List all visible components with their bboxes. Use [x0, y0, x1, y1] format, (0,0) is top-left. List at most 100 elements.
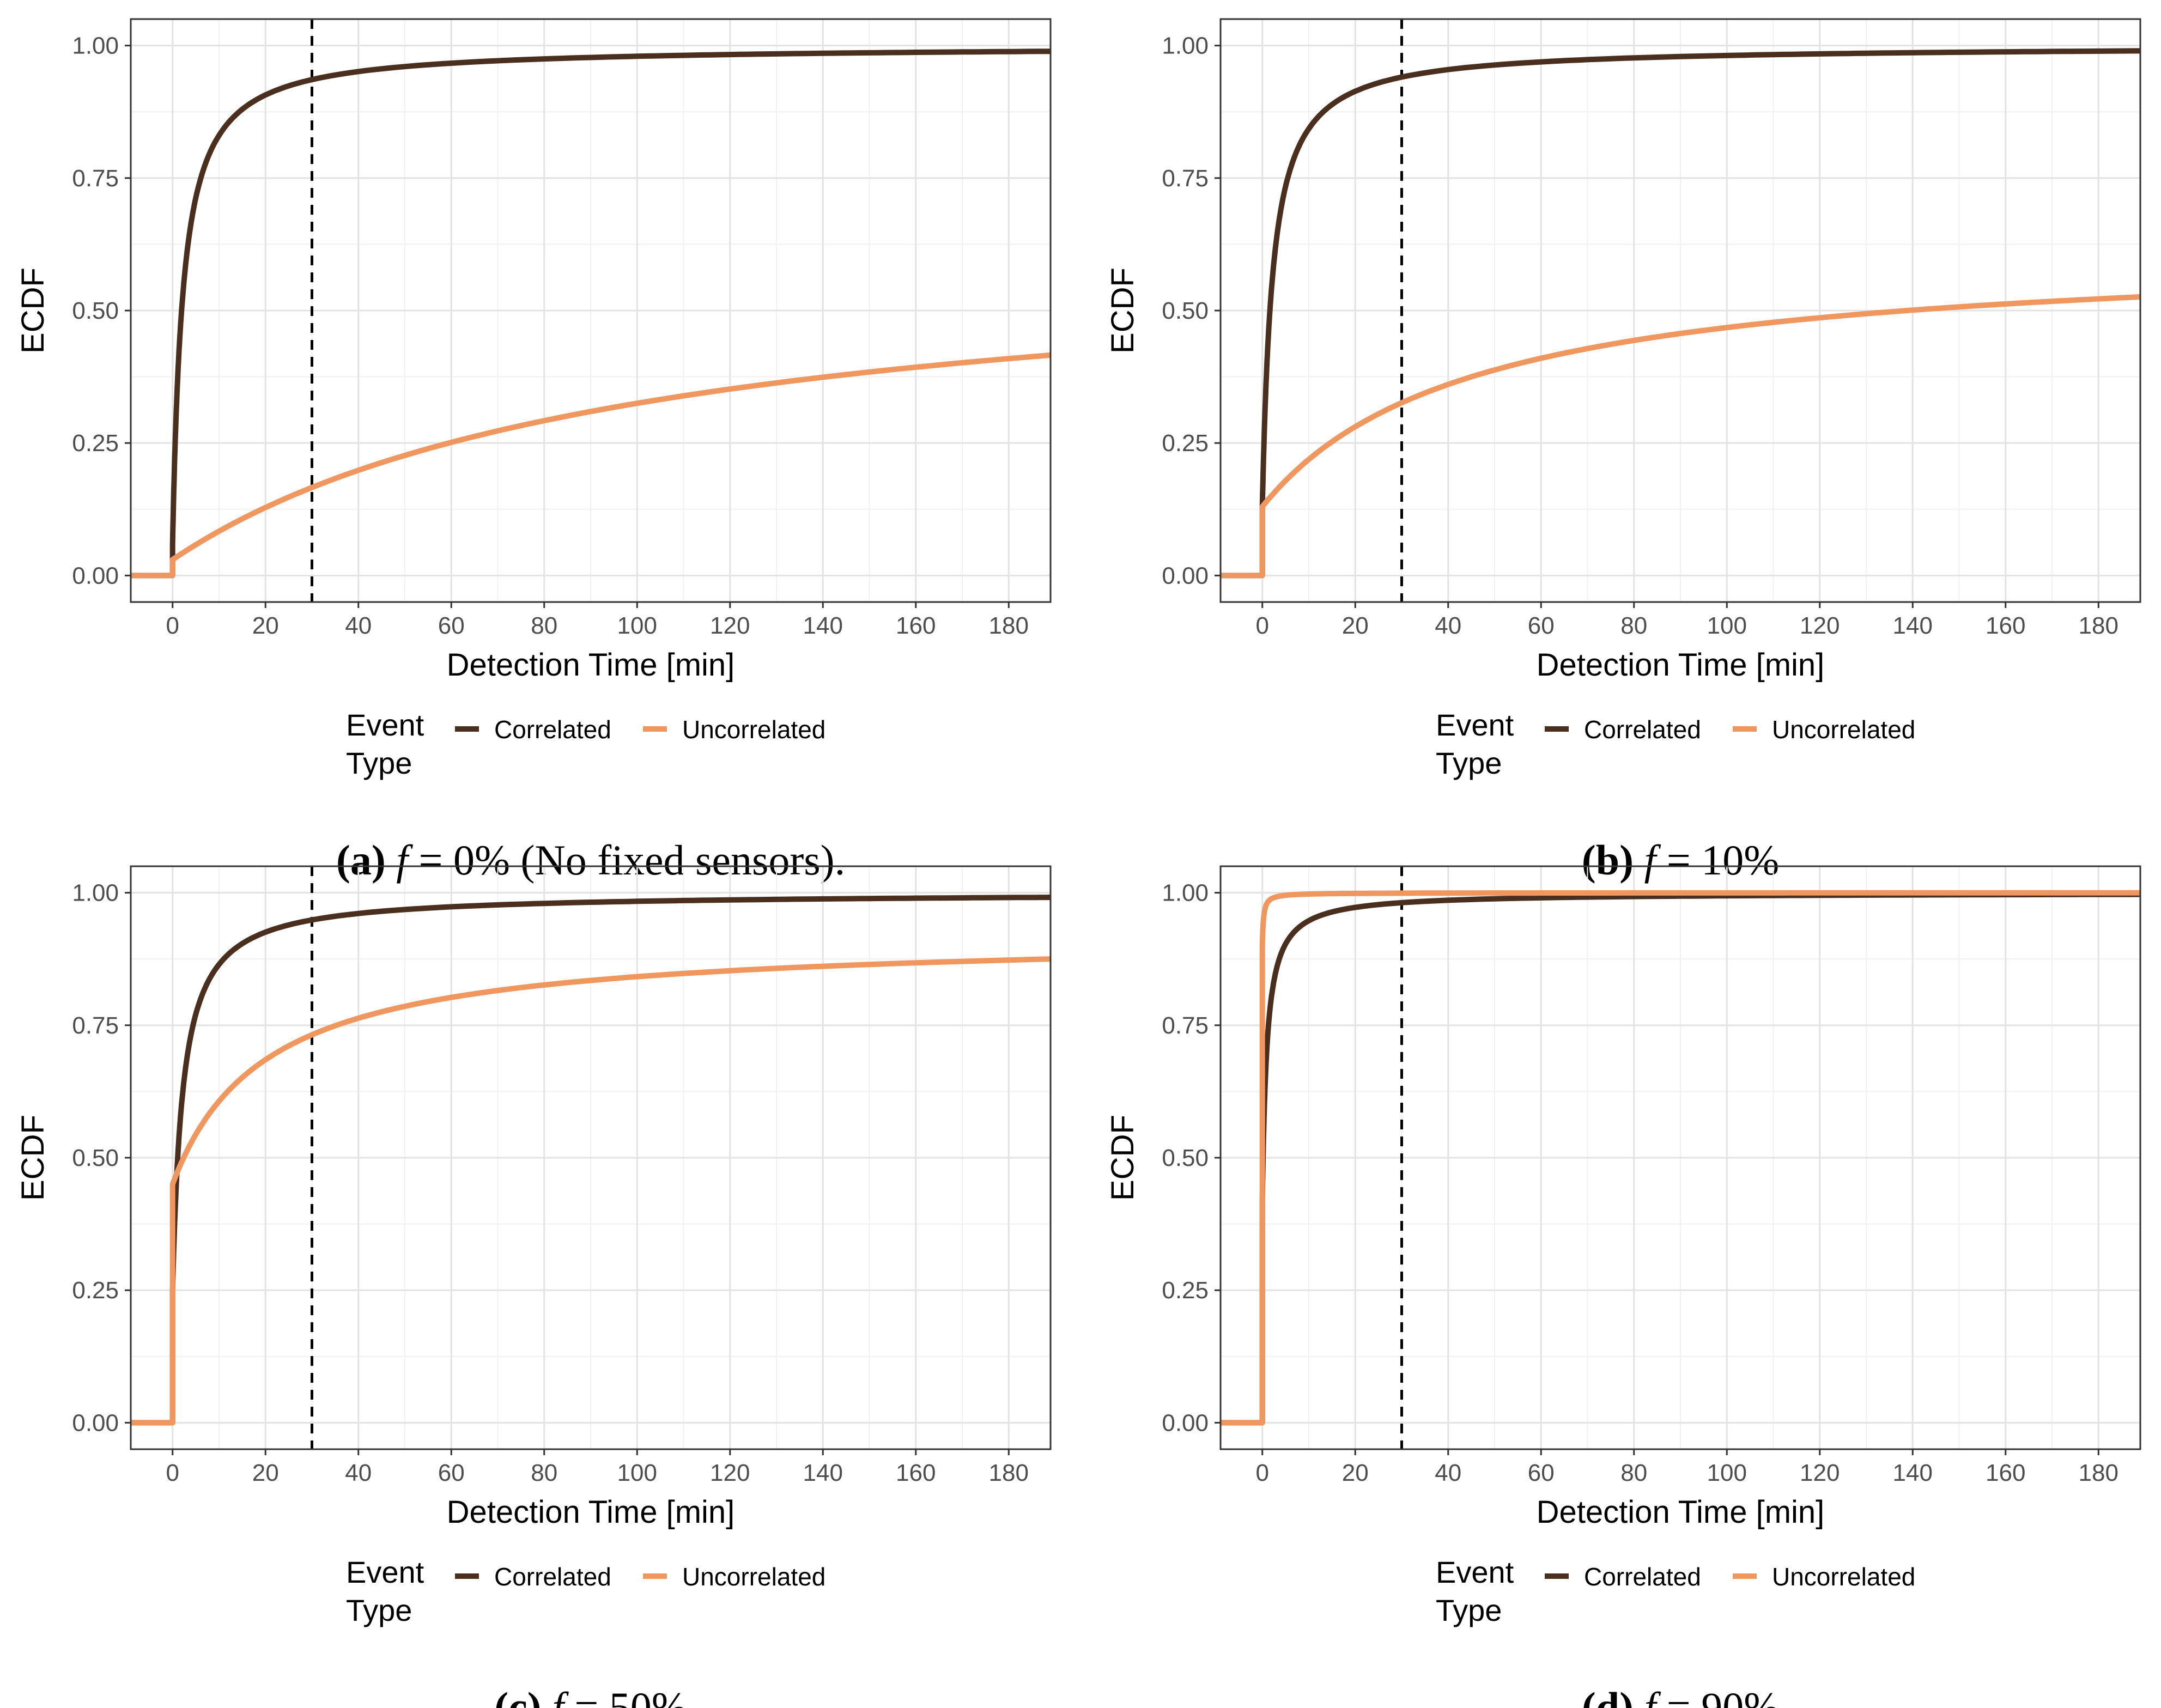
- caption-rest: = 50%: [564, 1683, 687, 1708]
- x-tick-label: 20: [252, 612, 279, 639]
- y-tick-label: 0.50: [1162, 297, 1209, 324]
- y-tick-label: 0.00: [1162, 562, 1209, 589]
- x-tick-label: 80: [531, 1460, 557, 1486]
- x-tick-label: 120: [710, 1460, 750, 1486]
- x-tick-label: 60: [1528, 1460, 1555, 1486]
- x-tick-label: 120: [1800, 612, 1840, 639]
- y-tick-label: 0.00: [72, 562, 119, 589]
- panel-border: [130, 18, 1052, 603]
- y-axis-title: ECDF: [1105, 1115, 1140, 1201]
- x-tick-label: 180: [2079, 612, 2118, 639]
- caption-label: (c): [494, 1683, 542, 1708]
- panel-caption: (b) f = 10%: [1582, 836, 1779, 884]
- y-axis-title: ECDF: [1105, 268, 1140, 354]
- series-line-uncorrelated: [131, 352, 1051, 579]
- x-tick-label: 160: [896, 1460, 936, 1486]
- x-tick-label: 140: [803, 1460, 843, 1486]
- panel-border: [1219, 18, 2141, 603]
- x-tick-label: 180: [2079, 1460, 2118, 1486]
- panel-c: 0 20 40 60 80 100 120 140 160 180 0.00 0.25 0.50 0.75…: [15, 865, 1052, 1708]
- legend-title: Event: [346, 1555, 424, 1589]
- x-tick-label: 80: [1620, 612, 1647, 639]
- legend: Event Type Correlated Uncorrelated: [346, 708, 825, 780]
- x-tick-label: 60: [1528, 612, 1555, 639]
- x-axis-title: Detection Time [min]: [447, 1494, 735, 1530]
- y-tick-label: 0.25: [1162, 430, 1209, 457]
- y-tick-label: 1.00: [72, 33, 119, 59]
- panel-caption: (d) f = 90%: [1582, 1683, 1779, 1708]
- legend-title: Type: [1436, 1593, 1502, 1627]
- panel-d: 0 20 40 60 80 100 120 140 160 180 0.00 0.25 0.50 0.75…: [1105, 865, 2141, 1708]
- caption-space: [542, 1683, 553, 1708]
- y-axis-title: ECDF: [15, 268, 51, 354]
- x-axis-title: Detection Time [min]: [1537, 647, 1825, 683]
- legend: Event Type Correlated Uncorrelated: [1436, 708, 1915, 780]
- legend-label: Uncorrelated: [682, 715, 825, 744]
- x-tick-label: 160: [1986, 1460, 2025, 1486]
- caption-rest: = 10%: [1656, 836, 1779, 884]
- x-tick-label: 180: [989, 1460, 1029, 1486]
- y-tick-label: 0.25: [72, 430, 119, 457]
- legend-label: Correlated: [494, 1563, 611, 1591]
- y-tick-label: 0.75: [1162, 165, 1209, 192]
- x-tick-label: 40: [345, 1460, 372, 1486]
- panel-border: [130, 865, 1052, 1450]
- y-tick-label: 0.50: [72, 297, 119, 324]
- x-tick-label: 100: [1707, 1460, 1747, 1486]
- caption-space: [1634, 1683, 1644, 1708]
- x-tick-label: 0: [1255, 612, 1268, 639]
- legend-title: Event: [346, 708, 424, 742]
- caption-rest: = 90%: [1656, 1683, 1779, 1708]
- x-tick-label: 100: [617, 1460, 657, 1486]
- x-tick-label: 160: [896, 612, 936, 639]
- panel-b: 0 20 40 60 80 100 120 140 160 180 0.00 0.25 0.50 0.75…: [1105, 18, 2141, 884]
- legend: Event Type Correlated Uncorrelated: [1436, 1555, 1915, 1627]
- y-tick-label: 0.25: [72, 1277, 119, 1304]
- x-tick-label: 20: [1342, 1460, 1369, 1486]
- x-axis-title: Detection Time [min]: [1537, 1494, 1825, 1530]
- series-line-correlated: [1221, 48, 2140, 579]
- x-tick-label: 60: [438, 612, 465, 639]
- panel-border: [1219, 865, 2141, 1450]
- y-tick-label: 0.75: [72, 1012, 119, 1039]
- x-tick-label: 20: [1342, 612, 1369, 639]
- y-tick-label: 0.50: [1162, 1145, 1209, 1171]
- x-tick-label: 120: [710, 612, 750, 639]
- x-tick-label: 160: [1986, 612, 2025, 639]
- series-line-uncorrelated: [1221, 890, 2140, 1426]
- x-tick-label: 80: [1620, 1460, 1647, 1486]
- x-tick-label: 100: [617, 612, 657, 639]
- legend-title: Type: [346, 1593, 412, 1627]
- x-tick-label: 100: [1707, 612, 1747, 639]
- y-tick-label: 0.50: [72, 1145, 119, 1171]
- series-line-correlated: [131, 895, 1051, 1426]
- caption-label: (d): [1582, 1683, 1634, 1708]
- x-tick-label: 180: [989, 612, 1029, 639]
- caption-space: [386, 836, 397, 884]
- legend-title: Type: [346, 746, 412, 780]
- y-tick-label: 0.00: [72, 1409, 119, 1436]
- y-tick-label: 0.75: [72, 165, 119, 192]
- panel-caption: (a) f = 0% (No fixed sensors).: [336, 836, 845, 884]
- legend-label: Uncorrelated: [1772, 1563, 1915, 1591]
- x-tick-label: 80: [531, 612, 557, 639]
- legend-label: Correlated: [1584, 715, 1701, 744]
- y-tick-label: 0.00: [1162, 1409, 1209, 1436]
- x-tick-label: 40: [1435, 1460, 1461, 1486]
- x-tick-label: 40: [345, 612, 372, 639]
- legend: Event Type Correlated Uncorrelated: [346, 1555, 825, 1627]
- x-tick-label: 140: [803, 612, 843, 639]
- series-line-uncorrelated: [131, 956, 1051, 1426]
- series-line-correlated: [131, 48, 1051, 579]
- x-tick-label: 140: [1893, 1460, 1933, 1486]
- y-tick-label: 0.25: [1162, 1277, 1209, 1304]
- caption-label: (b): [1582, 836, 1634, 884]
- panel-a: 0 20 40 60 80 100 120 140 160 180 0.00 0.25 0.50 0.75…: [15, 18, 1052, 884]
- legend-title: Event: [1436, 708, 1514, 742]
- legend-title: Event: [1436, 1555, 1514, 1589]
- legend-label: Uncorrelated: [682, 1563, 825, 1591]
- x-tick-label: 60: [438, 1460, 465, 1486]
- x-tick-label: 0: [166, 1460, 179, 1486]
